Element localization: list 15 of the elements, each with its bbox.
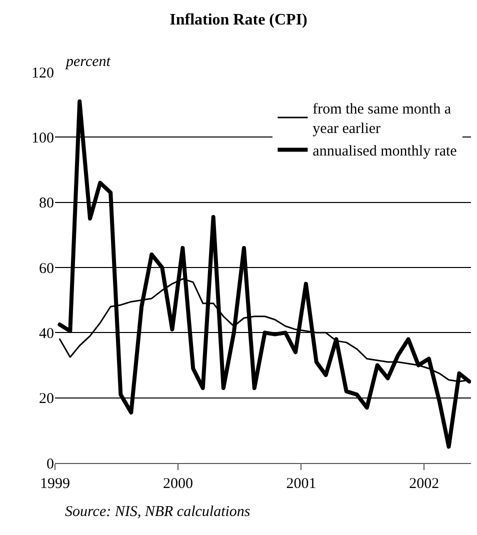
y-tick-label: 60 <box>39 260 54 277</box>
source-note: Source: NIS, NBR calculations <box>65 504 250 520</box>
legend-label: annualised monthly rate <box>312 144 458 160</box>
x-tick-label: 1999 <box>40 476 70 492</box>
y-tick-label: 20 <box>39 391 54 408</box>
chart-title: Inflation Rate (CPI) <box>170 12 308 29</box>
y-tick-label: 80 <box>39 196 54 212</box>
y-tick-label: 120 <box>32 65 54 82</box>
x-tick-label: 2002 <box>409 476 440 492</box>
y-tick-label: 100 <box>32 130 54 146</box>
y-axis-title: percent <box>65 54 112 70</box>
x-tick-label: 2001 <box>286 476 316 492</box>
y-tick-label: 40 <box>39 326 54 342</box>
y-tick-label: 0 <box>46 456 54 472</box>
x-tick-label: 2000 <box>162 476 193 492</box>
